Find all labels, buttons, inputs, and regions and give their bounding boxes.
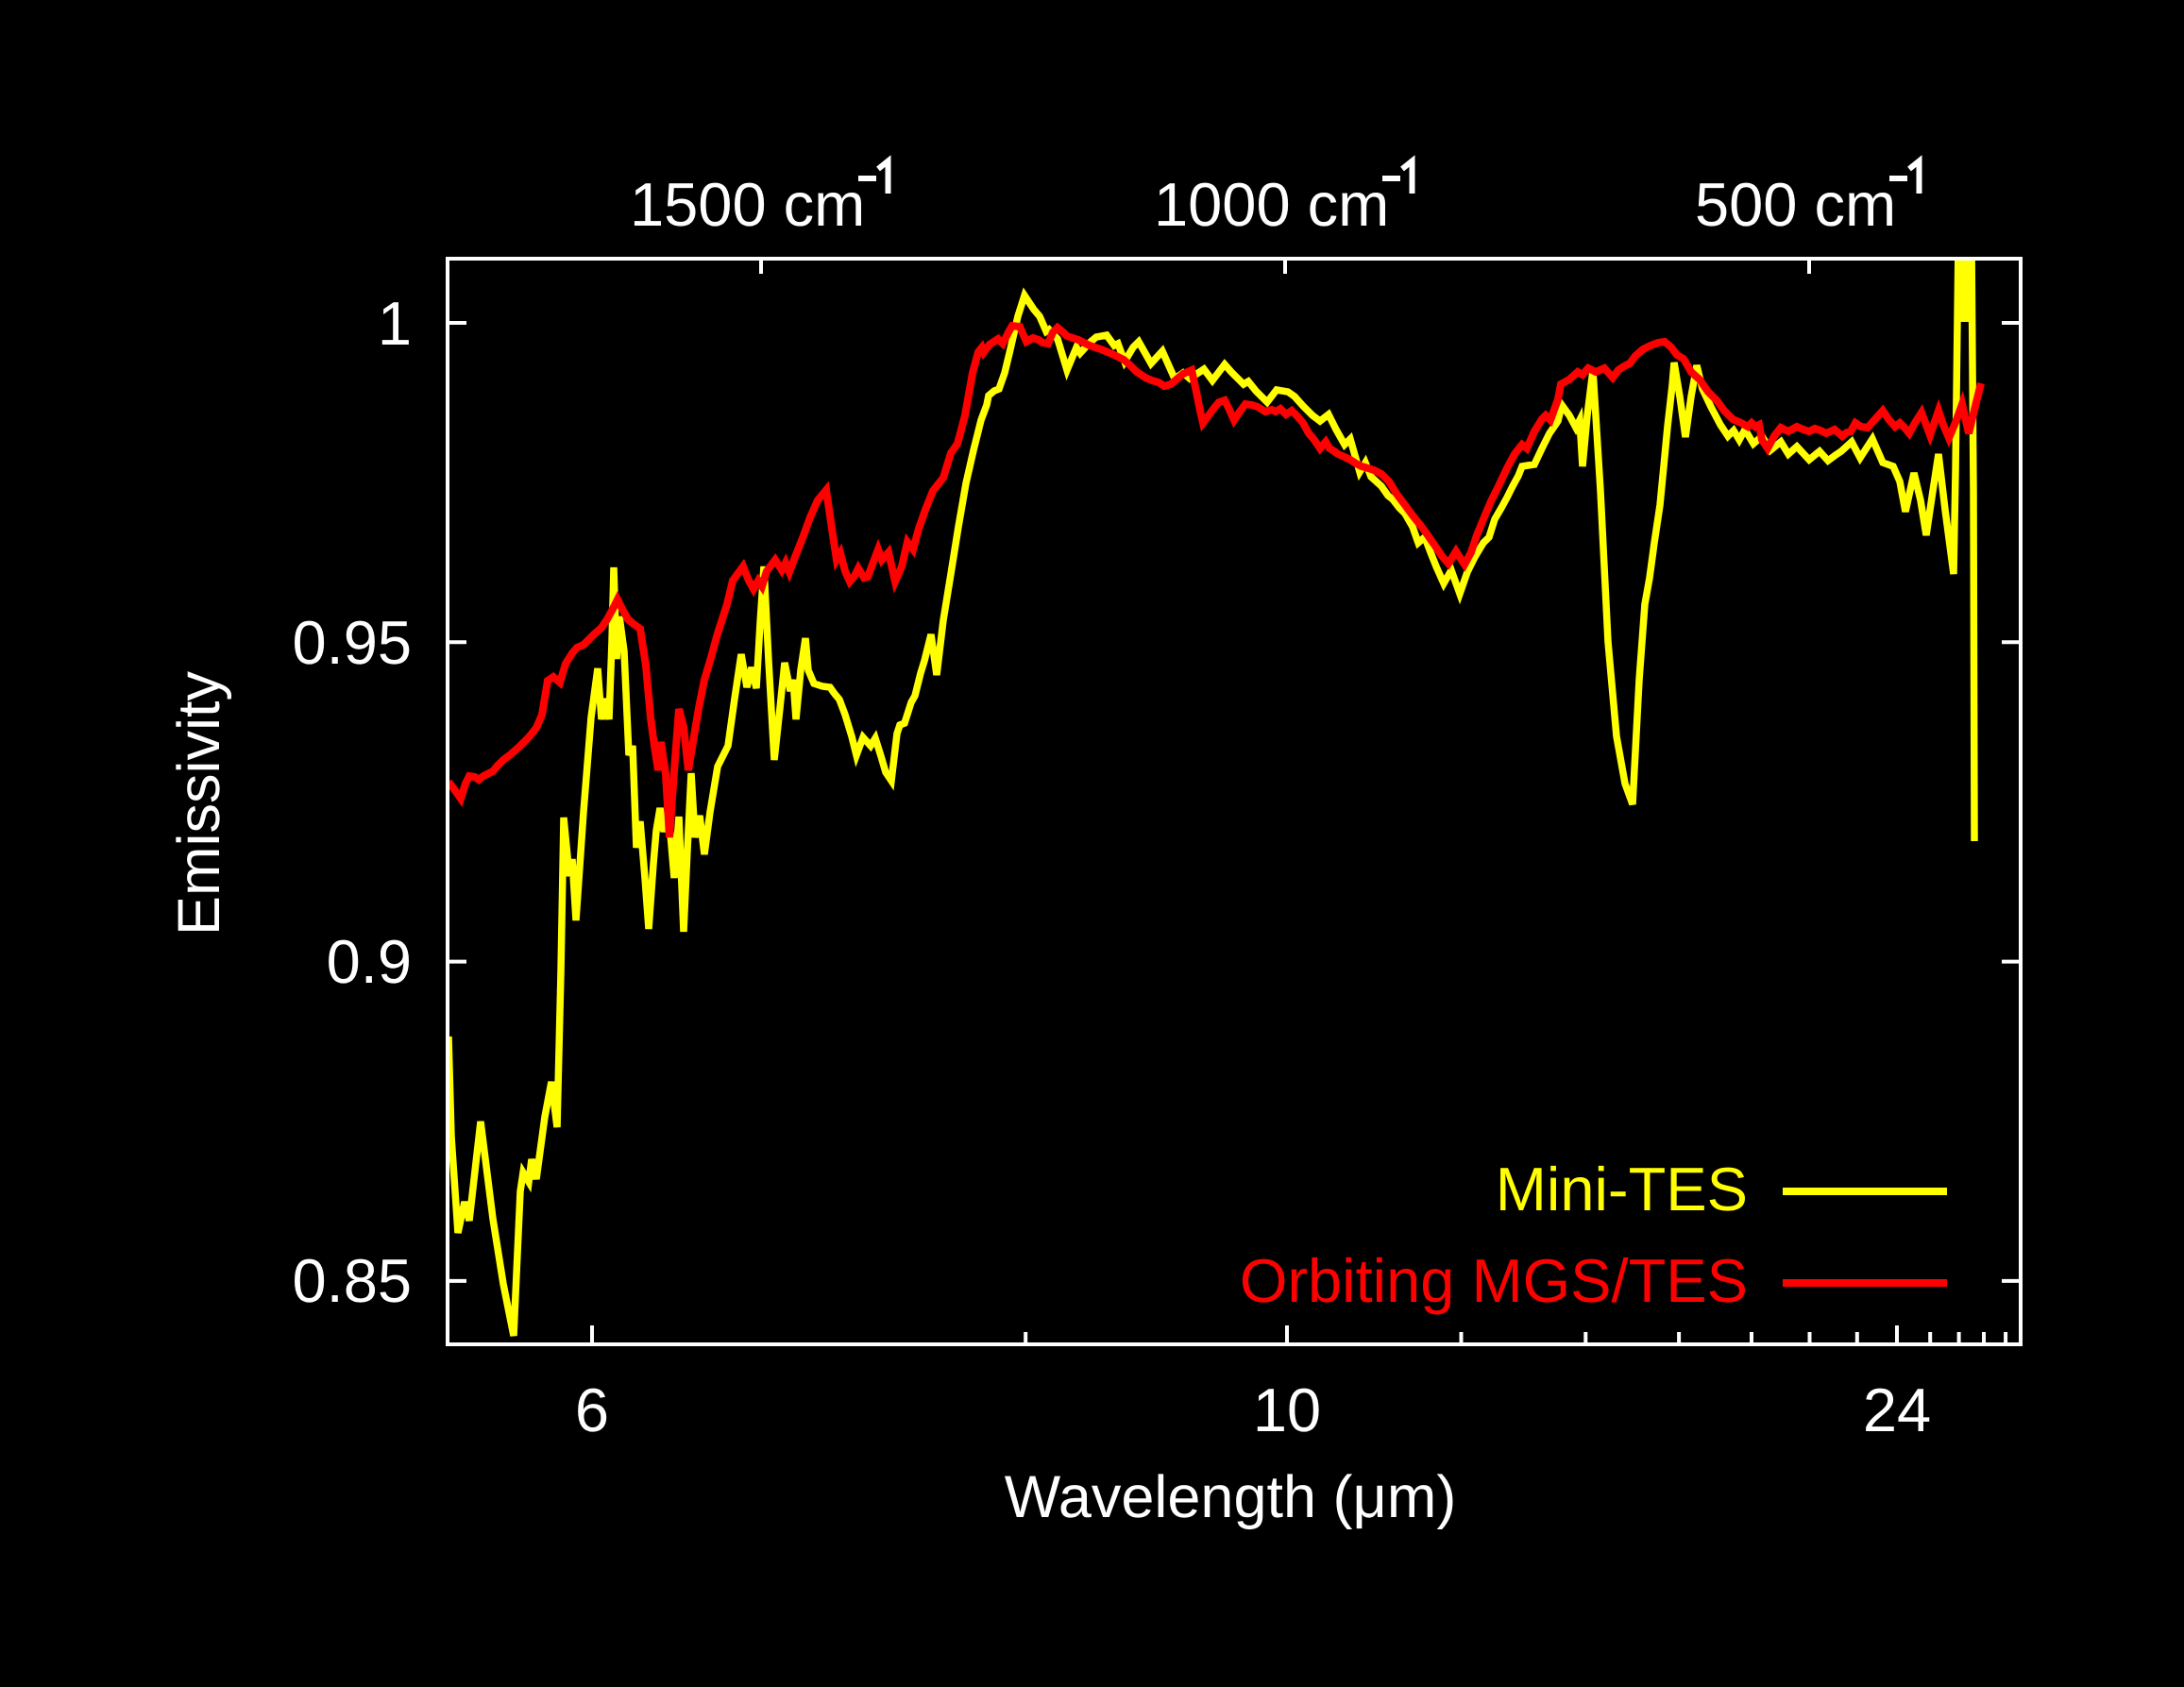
svg-text:0.9: 0.9 <box>327 927 412 996</box>
svg-text:1000 cm: 1000 cm <box>1154 170 1389 239</box>
svg-text:10: 10 <box>1253 1375 1321 1444</box>
svg-text:500 cm: 500 cm <box>1695 170 1896 239</box>
svg-text:6: 6 <box>575 1375 609 1444</box>
svg-text:Emissivity: Emissivity <box>166 671 232 936</box>
svg-text:Mini-TES: Mini-TES <box>1496 1155 1748 1223</box>
svg-text:0.85: 0.85 <box>292 1246 412 1315</box>
svg-text:Wavelength (μm): Wavelength (μm) <box>1005 1464 1457 1530</box>
svg-text:Orbiting MGS/TES: Orbiting MGS/TES <box>1240 1246 1748 1315</box>
svg-text:1500 cm: 1500 cm <box>630 170 865 239</box>
svg-text:24: 24 <box>1863 1375 1931 1444</box>
svg-text:1: 1 <box>378 289 412 358</box>
svg-text:0.95: 0.95 <box>292 608 412 677</box>
